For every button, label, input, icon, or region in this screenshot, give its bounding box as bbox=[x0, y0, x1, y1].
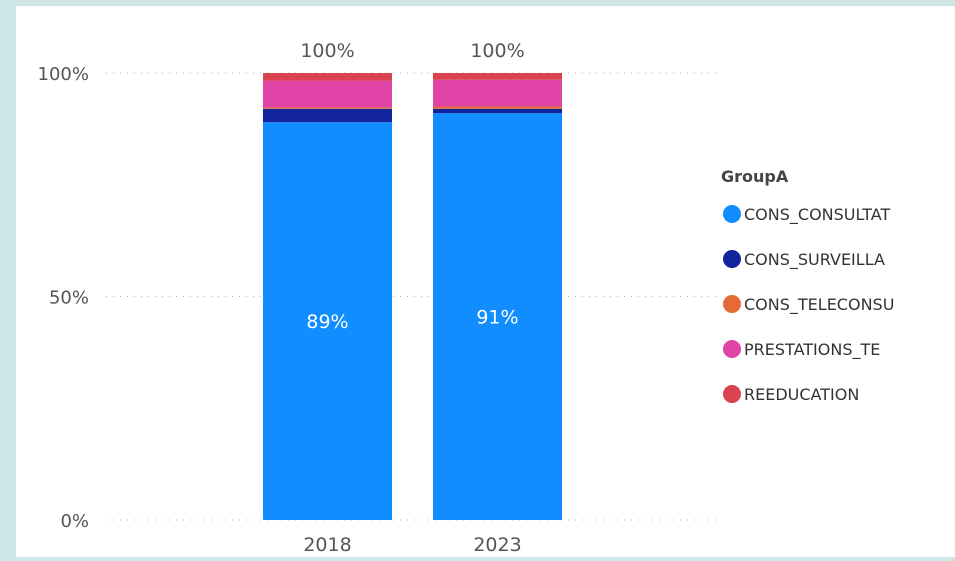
legend-item: CONS_SURVEILLA bbox=[744, 250, 885, 270]
legend-swatch bbox=[723, 385, 741, 403]
bar-segment bbox=[263, 122, 392, 521]
legend-title: GroupA bbox=[721, 167, 789, 186]
legend-swatch bbox=[723, 250, 741, 268]
bar-segment bbox=[433, 108, 562, 114]
bar-segment bbox=[263, 73, 392, 81]
bar-segment bbox=[263, 108, 392, 123]
y-tick-label: 100% bbox=[38, 64, 89, 85]
x-tick-label: 2018 bbox=[303, 534, 351, 556]
legend-item: PRESTATIONS_TE bbox=[744, 340, 880, 360]
stacked-bar-chart: 0% 50% 100% 89% 100% 2018 91% 100% 2023 GroupA CON… bbox=[38, 40, 895, 556]
legend-swatch bbox=[723, 340, 741, 358]
bar-segment bbox=[433, 79, 562, 107]
y-tick-label: 0% bbox=[60, 511, 89, 532]
legend-swatch bbox=[723, 205, 741, 223]
total-label: 100% bbox=[300, 40, 354, 62]
bar-segment bbox=[433, 73, 562, 80]
bar-segment bbox=[433, 113, 562, 520]
data-label: 89% bbox=[306, 311, 348, 333]
legend-swatch bbox=[723, 295, 741, 313]
legend-item: CONS_TELECONSU bbox=[744, 295, 894, 315]
bar-segment bbox=[263, 80, 392, 108]
x-tick-label: 2023 bbox=[473, 534, 521, 556]
bar-segment bbox=[263, 107, 392, 109]
legend-item: CONS_CONSULTAT bbox=[744, 205, 890, 225]
total-label: 100% bbox=[470, 40, 524, 62]
data-label: 91% bbox=[476, 307, 518, 329]
legend-item: REEDUCATION bbox=[744, 385, 859, 404]
y-tick-label: 50% bbox=[49, 288, 89, 309]
bar-segment bbox=[433, 106, 562, 109]
chart-panel: 0% 50% 100% 89% 100% 2018 91% 100% 2023 GroupA CON… bbox=[16, 6, 955, 557]
